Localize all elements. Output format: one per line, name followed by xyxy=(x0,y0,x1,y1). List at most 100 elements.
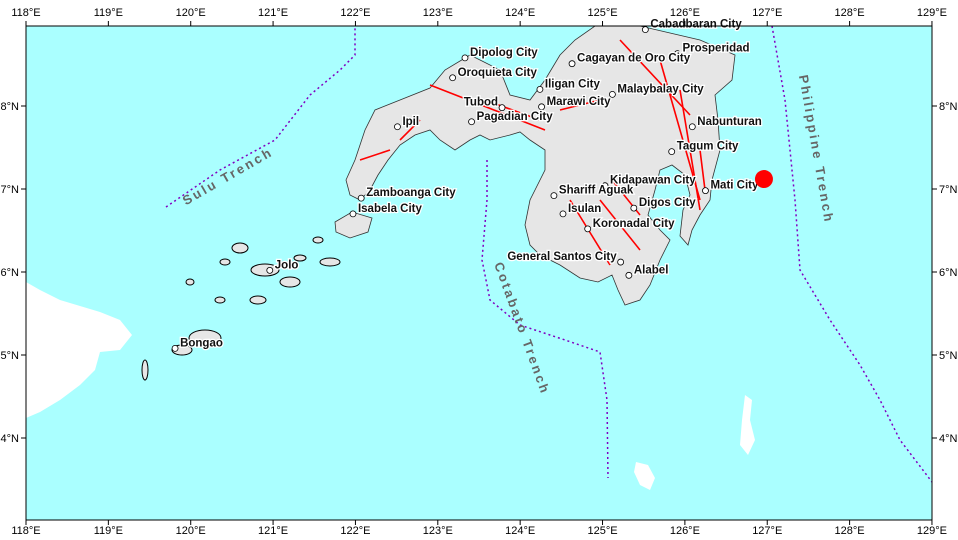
city[interactable]: Iligan City xyxy=(536,77,602,93)
city-label: Cabadbaran City xyxy=(650,19,742,31)
city[interactable]: Kidapawan City xyxy=(601,173,697,190)
sulu-island xyxy=(279,276,301,288)
city[interactable]: Digos City xyxy=(630,196,698,212)
city-label: Prosperidad xyxy=(682,43,749,55)
lon-tick-label: 120°E xyxy=(176,525,206,537)
city-label: Isulan xyxy=(568,203,601,215)
lon-tick-label: 125°E xyxy=(587,525,617,537)
lat-tick-label: 6°N xyxy=(1,267,20,279)
city-label: Digos City xyxy=(639,197,696,209)
lat-tick-label: 4°N xyxy=(1,433,20,445)
city[interactable]: Pagadian City xyxy=(468,110,554,126)
city-label: General Santos City xyxy=(507,251,617,263)
city-label: Ipil xyxy=(402,116,419,128)
city-label: Kidapawan City xyxy=(610,175,696,187)
city-marker-icon xyxy=(536,86,544,93)
cities: Cabadbaran City Prosperidad Dipolog City Ca… xyxy=(171,17,763,352)
city-label: Shariff Aguak xyxy=(559,185,634,197)
sulu-island xyxy=(214,296,226,304)
lon-tick-label: 118°E xyxy=(11,7,40,19)
city[interactable]: Nabunturan xyxy=(688,115,763,131)
sulu-island xyxy=(188,329,222,347)
city-marker-icon xyxy=(394,123,401,131)
city[interactable]: Prosperidad xyxy=(674,41,751,58)
city[interactable]: Cabadbaran City xyxy=(641,17,744,34)
city-marker-icon xyxy=(538,103,545,111)
fault-line xyxy=(679,89,701,211)
fault-line xyxy=(399,119,421,141)
lon-tick-label: 119°E xyxy=(94,525,123,537)
fault-line xyxy=(619,39,691,116)
city[interactable]: Tagum City xyxy=(668,139,740,156)
city-label: Dipolog City xyxy=(470,47,538,59)
city-label: Nabunturan xyxy=(697,116,762,128)
fault-lines xyxy=(359,39,706,266)
city-marker-icon xyxy=(625,271,633,279)
city-marker-icon xyxy=(601,182,609,190)
city[interactable]: Shariff Aguak xyxy=(550,183,635,200)
fault-line xyxy=(659,59,701,201)
lat-tick-label: 8°N xyxy=(1,101,20,113)
city-marker-icon xyxy=(702,187,709,195)
city[interactable]: Cagayan de Oro City xyxy=(568,51,692,68)
sulu-island xyxy=(219,258,231,266)
city-marker-icon xyxy=(550,192,558,200)
sulu-island xyxy=(185,278,195,286)
city[interactable]: Koronadal City xyxy=(584,217,676,233)
city-label: Bongao xyxy=(180,337,223,349)
city[interactable]: Jolo xyxy=(266,258,300,274)
sulu-island xyxy=(293,254,307,262)
city-label: Malaybalay City xyxy=(617,83,704,95)
island xyxy=(634,462,655,490)
city-label: Tagum City xyxy=(677,141,739,153)
city-marker-icon xyxy=(349,210,357,218)
epicenter-marker[interactable] xyxy=(754,170,773,189)
city[interactable]: Isabela City xyxy=(349,202,424,218)
lon-tick-label: 123°E xyxy=(423,525,453,537)
city[interactable]: Mati City xyxy=(702,178,760,195)
lat-tick-label: 4°N xyxy=(939,433,958,445)
graticule-ticks: 118°E 118°E 119°E 119°E 120°E 120°E 121°E 121°E… xyxy=(1,7,958,537)
sulu-island xyxy=(319,257,341,267)
city-marker-icon xyxy=(617,258,625,266)
city-label: Koronadal City xyxy=(593,218,675,230)
city[interactable]: Bongao xyxy=(171,336,224,352)
city[interactable]: Malaybalay City xyxy=(609,82,706,98)
city-label: Isabela City xyxy=(358,203,423,215)
lon-tick-label: 129°E xyxy=(917,7,947,19)
city[interactable]: Oroquieta City xyxy=(449,66,539,82)
lat-tick-label: 7°N xyxy=(939,184,958,196)
lon-tick-label: 128°E xyxy=(835,525,865,537)
city-marker-icon xyxy=(609,90,616,98)
lon-tick-label: 125°E xyxy=(587,7,617,19)
sulu-island xyxy=(141,359,149,381)
lon-tick-label: 124°E xyxy=(505,525,535,537)
sulu-island xyxy=(312,236,324,244)
city-label: Mati City xyxy=(710,180,759,192)
city[interactable]: Zamboanga City xyxy=(357,186,458,202)
city[interactable]: Tubod xyxy=(463,95,506,112)
trench-line xyxy=(481,160,609,479)
mindanao-island xyxy=(345,25,736,306)
city[interactable]: Ipil xyxy=(394,115,420,131)
map-frame xyxy=(25,25,933,521)
city-marker-icon xyxy=(468,118,475,126)
city[interactable]: Alabel xyxy=(625,263,670,279)
city[interactable]: General Santos City xyxy=(506,250,625,266)
fault-line xyxy=(699,149,706,191)
city-marker-icon xyxy=(266,266,274,274)
city-marker-icon xyxy=(461,54,469,62)
city[interactable]: Marawi City xyxy=(538,95,612,111)
city-label: Pagadian City xyxy=(477,111,554,123)
city[interactable]: Isulan xyxy=(559,202,602,218)
city-marker-icon xyxy=(498,104,506,112)
fault-line xyxy=(359,149,391,161)
lon-tick-label: 123°E xyxy=(423,7,453,19)
lon-tick-label: 128°E xyxy=(835,7,865,19)
lon-tick-label: 127°E xyxy=(752,7,782,19)
city-marker-icon xyxy=(559,210,567,218)
city[interactable]: Dipolog City xyxy=(461,46,540,62)
city-label: Tubod xyxy=(464,97,498,109)
borneo-land xyxy=(26,282,132,418)
